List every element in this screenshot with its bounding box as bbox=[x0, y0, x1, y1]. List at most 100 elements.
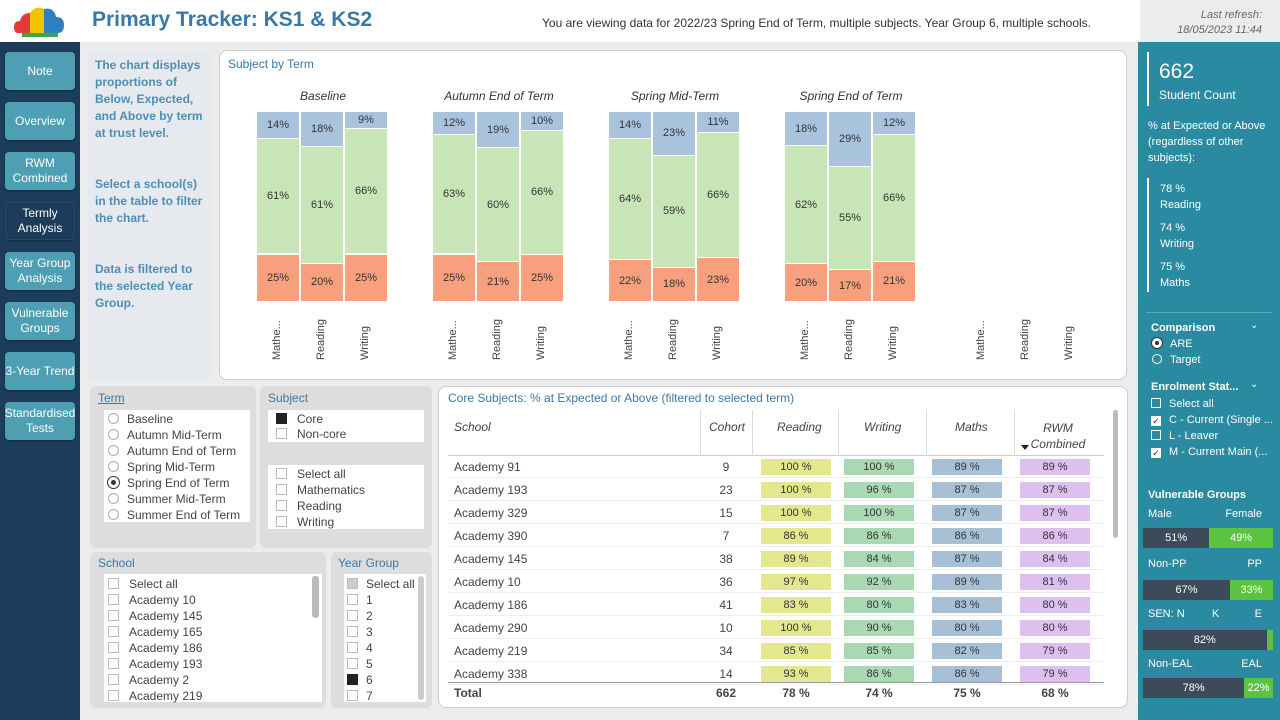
year-option-6[interactable]: 6 bbox=[347, 673, 373, 687]
checkbox-icon[interactable] bbox=[108, 674, 119, 685]
enrolment-option-select-all[interactable]: Select all bbox=[1151, 396, 1214, 412]
bar-segment-above[interactable]: 18% bbox=[785, 112, 827, 146]
checkbox-icon[interactable] bbox=[347, 626, 358, 637]
school-option-academy-10[interactable]: Academy 10 bbox=[108, 593, 196, 607]
subject-sub-option-writing[interactable]: Writing bbox=[276, 515, 334, 529]
chevron-down-icon[interactable]: ⌄ bbox=[1250, 320, 1259, 331]
chevron-down-icon[interactable]: ⌄ bbox=[1250, 379, 1259, 390]
year-group-scrollbar[interactable] bbox=[418, 576, 424, 700]
col-header-maths[interactable]: Maths bbox=[955, 420, 988, 434]
subject-sub-option-select-all[interactable]: Select all bbox=[276, 467, 346, 481]
checkbox-icon[interactable] bbox=[108, 594, 119, 605]
checkbox-icon[interactable] bbox=[108, 658, 119, 669]
checkbox-icon[interactable] bbox=[347, 594, 358, 605]
year-option-4[interactable]: 4 bbox=[347, 641, 373, 655]
bar-segment-expected[interactable]: 64% bbox=[609, 138, 651, 260]
bar-segment-below[interactable]: 20% bbox=[785, 264, 827, 301]
bar-segment-expected[interactable]: 61% bbox=[301, 146, 343, 263]
nav-year-group-analysis-button[interactable]: Year Group Analysis bbox=[5, 252, 75, 290]
bar-segment-above[interactable]: 18% bbox=[301, 112, 343, 146]
checkbox-icon[interactable] bbox=[1151, 398, 1161, 408]
bar-segment-expected[interactable]: 59% bbox=[653, 155, 695, 267]
bar-segment-above[interactable]: 12% bbox=[873, 112, 915, 135]
school-option-academy-219[interactable]: Academy 219 bbox=[108, 689, 202, 703]
nav-overview-button[interactable]: Overview bbox=[5, 102, 75, 140]
checkbox-icon[interactable] bbox=[347, 690, 358, 701]
checkbox-icon[interactable] bbox=[276, 413, 287, 424]
bar-segment-below[interactable]: 25% bbox=[345, 254, 387, 301]
table-row[interactable] bbox=[448, 570, 1104, 593]
year-option-select-all[interactable]: Select all bbox=[347, 577, 415, 591]
table-row[interactable] bbox=[448, 593, 1104, 616]
term-option-baseline[interactable]: Baseline bbox=[108, 412, 173, 426]
checkbox-icon[interactable] bbox=[108, 578, 119, 589]
checkbox-icon[interactable] bbox=[276, 428, 287, 439]
subject-sub-option-reading[interactable]: Reading bbox=[276, 499, 342, 513]
year-option-5[interactable]: 5 bbox=[347, 657, 373, 671]
radio-icon[interactable] bbox=[108, 509, 119, 520]
bar-segment-expected[interactable]: 60% bbox=[477, 148, 519, 262]
bar-segment-expected[interactable]: 66% bbox=[521, 130, 563, 254]
year-option-3[interactable]: 3 bbox=[347, 625, 373, 639]
nav-vulnerable-groups-button[interactable]: Vulnerable Groups bbox=[5, 302, 75, 340]
checkbox-icon[interactable]: ✓ bbox=[1151, 416, 1161, 426]
bar-segment-below[interactable]: 21% bbox=[477, 262, 519, 301]
bar-segment-expected[interactable]: 55% bbox=[829, 166, 871, 269]
bar-segment-expected[interactable]: 61% bbox=[257, 138, 299, 254]
bar-segment-expected[interactable]: 66% bbox=[345, 129, 387, 254]
bar-segment-above[interactable]: 19% bbox=[477, 112, 519, 148]
checkbox-icon[interactable] bbox=[108, 626, 119, 637]
bar-segment-above[interactable]: 12% bbox=[433, 112, 475, 134]
checkbox-icon[interactable] bbox=[108, 690, 119, 701]
enrolment-option-m-current-main[interactable]: ✓ M - Current Main (... bbox=[1151, 444, 1267, 460]
bar-segment-below[interactable]: 25% bbox=[521, 254, 563, 301]
school-option-academy-145[interactable]: Academy 145 bbox=[108, 609, 202, 623]
table-row[interactable] bbox=[448, 547, 1104, 570]
bar-segment-below[interactable]: 18% bbox=[653, 267, 695, 301]
nav-termly-analysis-button[interactable]: Termly Analysis bbox=[5, 202, 75, 240]
radio-icon[interactable] bbox=[108, 477, 119, 488]
table-row[interactable] bbox=[448, 639, 1104, 662]
checkbox-icon[interactable] bbox=[347, 610, 358, 621]
radio-icon[interactable] bbox=[108, 445, 119, 456]
radio-icon[interactable] bbox=[1152, 354, 1162, 364]
radio-icon[interactable] bbox=[1152, 338, 1162, 348]
school-option-academy-165[interactable]: Academy 165 bbox=[108, 625, 202, 639]
checkbox-icon[interactable] bbox=[347, 642, 358, 653]
bar-segment-above[interactable]: 11% bbox=[697, 112, 739, 132]
term-option-spring-end-of-term[interactable]: Spring End of Term bbox=[108, 476, 230, 490]
school-option-academy-186[interactable]: Academy 186 bbox=[108, 641, 202, 655]
table-row[interactable] bbox=[448, 478, 1104, 501]
radio-icon[interactable] bbox=[108, 429, 119, 440]
radio-icon[interactable] bbox=[108, 461, 119, 472]
bar-segment-below[interactable]: 25% bbox=[257, 254, 299, 301]
bar-segment-expected[interactable]: 62% bbox=[785, 146, 827, 263]
school-option-academy-193[interactable]: Academy 193 bbox=[108, 657, 202, 671]
comparison-option-are[interactable]: ARE bbox=[1152, 336, 1193, 352]
year-option-2[interactable]: 2 bbox=[347, 609, 373, 623]
radio-icon[interactable] bbox=[108, 493, 119, 504]
checkbox-icon[interactable] bbox=[347, 578, 358, 589]
radio-icon[interactable] bbox=[108, 413, 119, 424]
table-row[interactable] bbox=[448, 455, 1104, 478]
school-option-academy-2[interactable]: Academy 2 bbox=[108, 673, 189, 687]
bar-segment-above[interactable]: 23% bbox=[653, 112, 695, 155]
checkbox-icon[interactable]: ✓ bbox=[1151, 448, 1161, 458]
sen-bar[interactable] bbox=[1143, 630, 1273, 650]
checkbox-icon[interactable] bbox=[1151, 430, 1161, 440]
col-header-writing[interactable]: Writing bbox=[864, 420, 902, 434]
col-header-reading[interactable]: Reading bbox=[777, 420, 822, 434]
term-option-autumn-mid-term[interactable]: Autumn Mid-Term bbox=[108, 428, 222, 442]
enrolment-option-l-leaver[interactable]: L - Leaver bbox=[1151, 428, 1218, 444]
table-scrollbar[interactable] bbox=[1113, 410, 1118, 538]
school-scrollbar[interactable] bbox=[312, 576, 319, 618]
checkbox-icon[interactable] bbox=[347, 658, 358, 669]
bar-segment-below[interactable]: 17% bbox=[829, 270, 871, 301]
year-option-1[interactable]: 1 bbox=[347, 593, 373, 607]
bar-segment-below[interactable]: 23% bbox=[697, 258, 739, 301]
bar-segment-above[interactable]: 14% bbox=[609, 112, 651, 138]
nav-note-button[interactable]: Note bbox=[5, 52, 75, 90]
term-option-spring-mid-term[interactable]: Spring Mid-Term bbox=[108, 460, 215, 474]
bar-segment-above[interactable]: 29% bbox=[829, 112, 871, 166]
bar-segment-above[interactable]: 14% bbox=[257, 112, 299, 138]
